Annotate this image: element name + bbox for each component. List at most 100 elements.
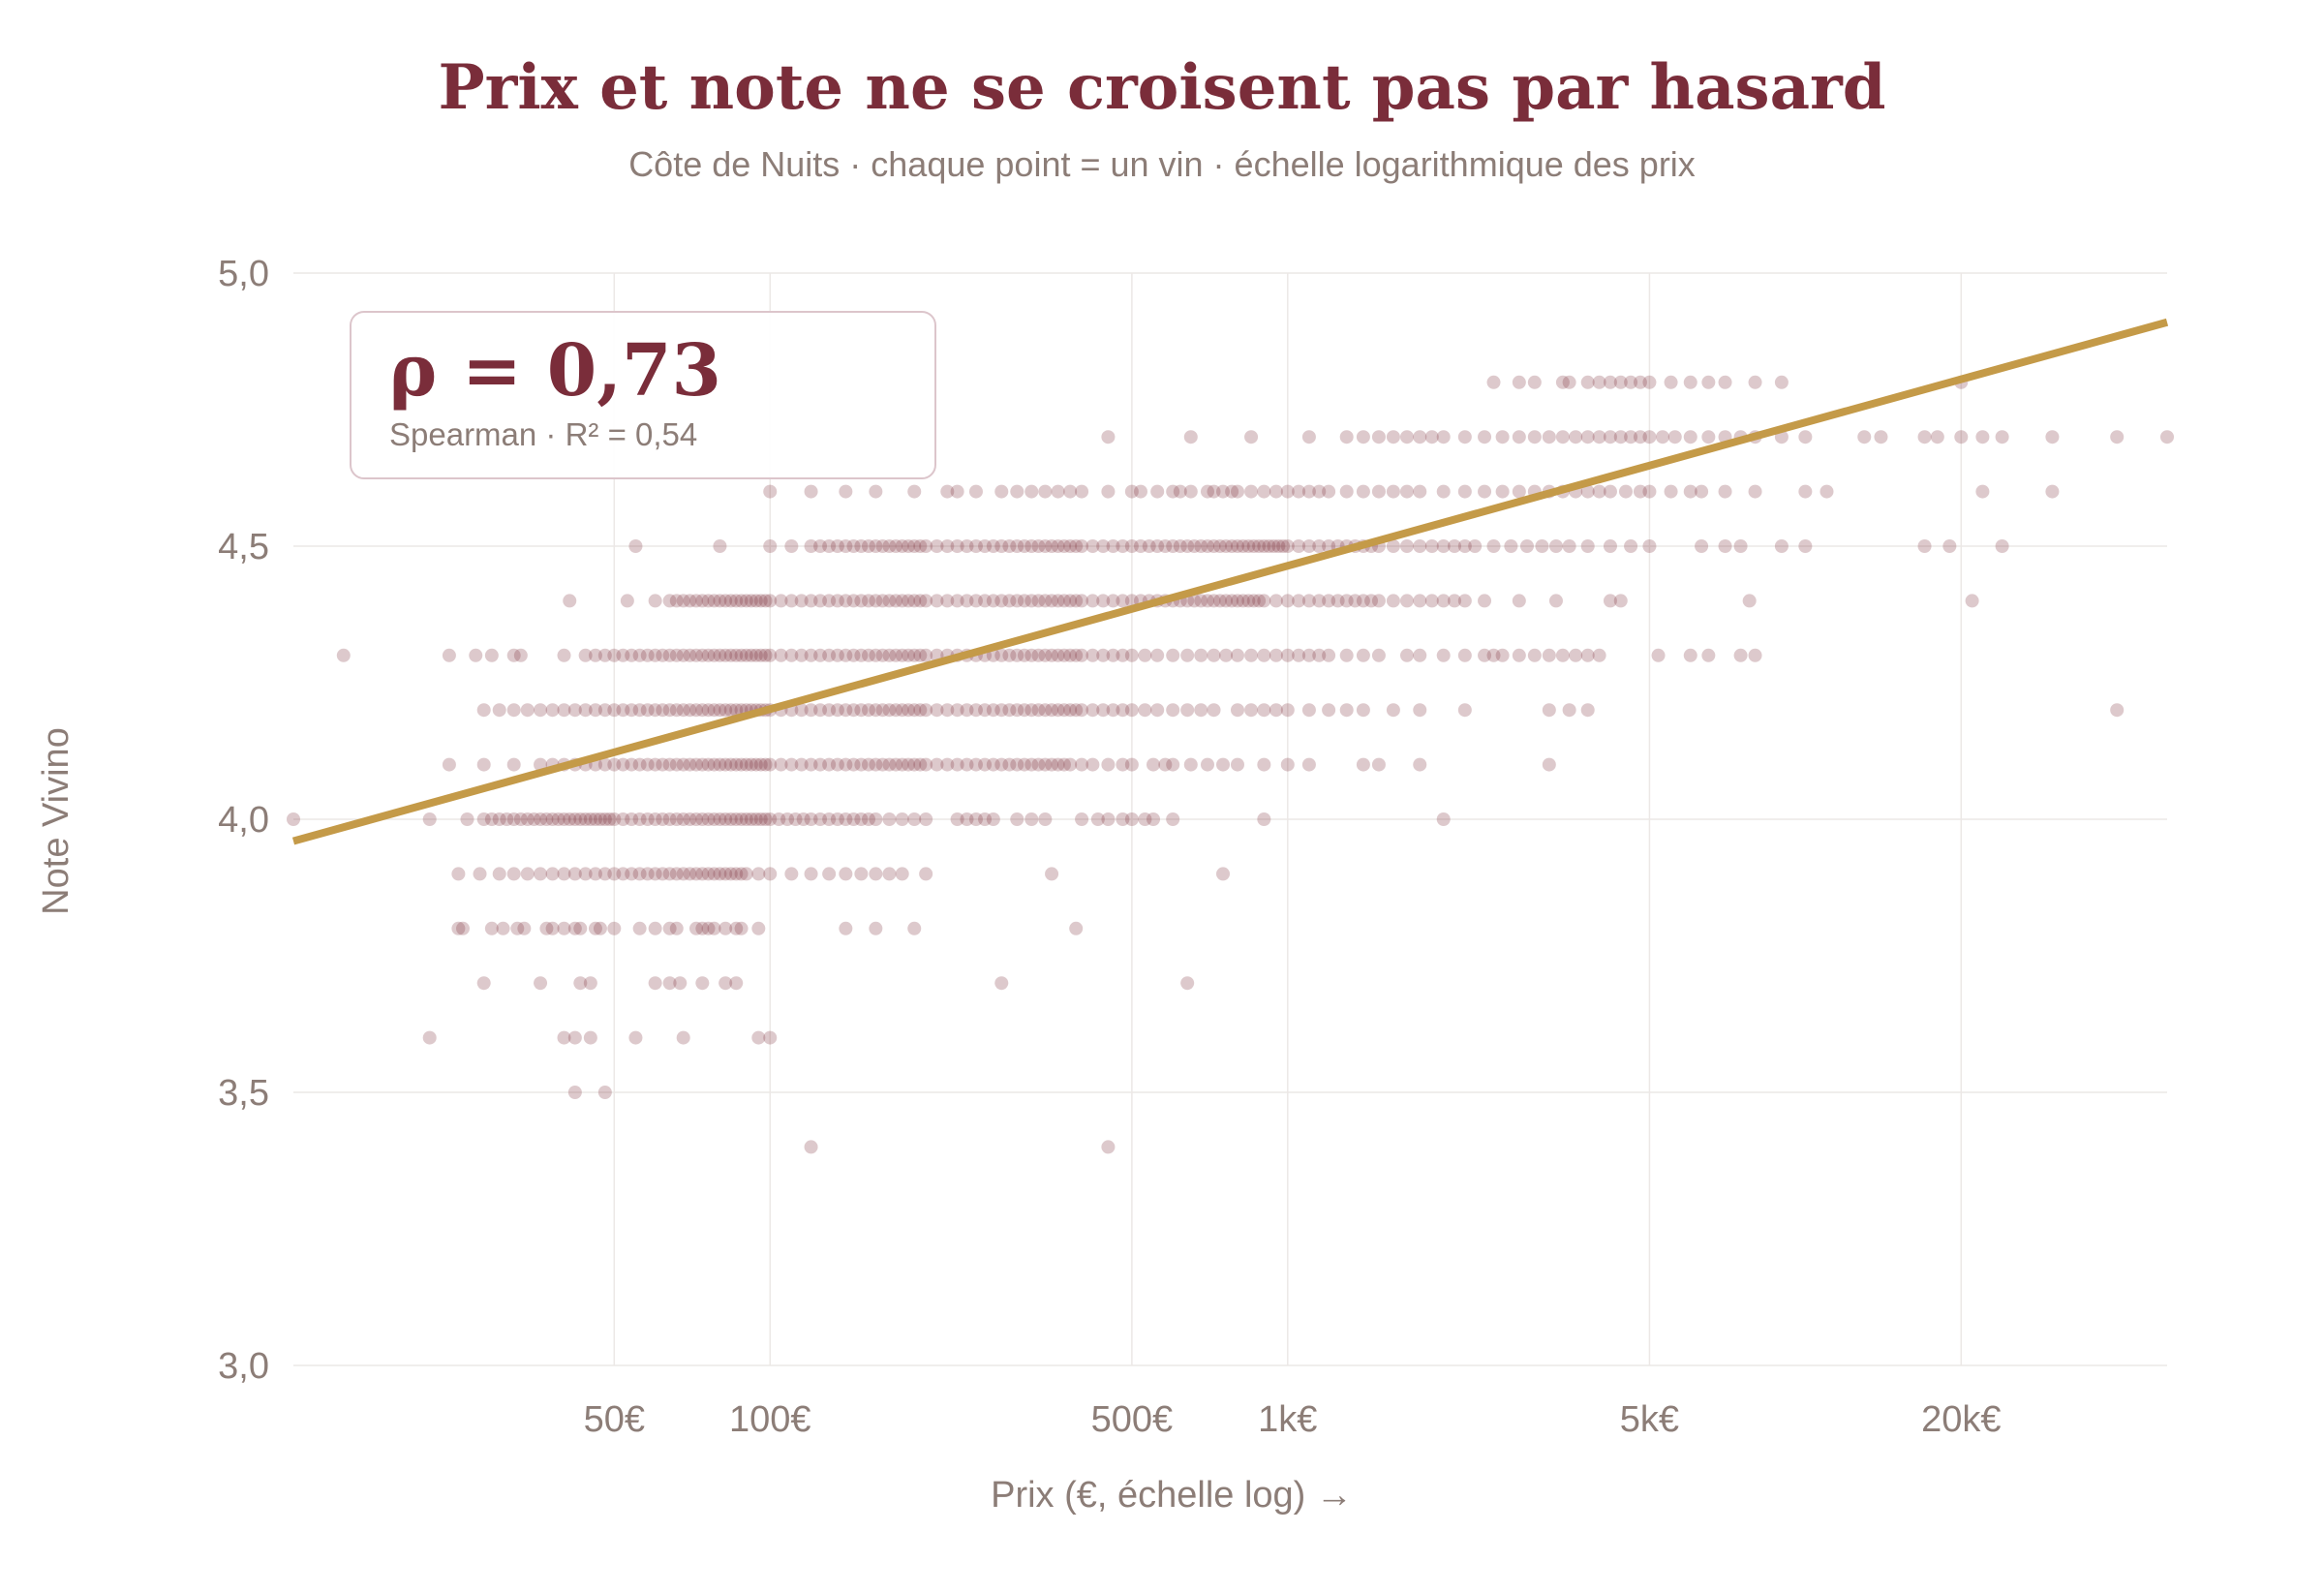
data-point: [656, 812, 670, 826]
data-point: [1038, 594, 1053, 608]
data-point: [1322, 648, 1336, 662]
data-point: [1371, 648, 1386, 662]
data-point: [1244, 484, 1259, 499]
data-point: [588, 812, 602, 826]
data-point: [968, 757, 983, 772]
data-point: [913, 648, 928, 662]
data-point: [1257, 539, 1271, 553]
data-point: [739, 812, 753, 826]
data-point: [1269, 703, 1283, 718]
data-point: [1633, 430, 1647, 444]
data-point: [1138, 812, 1152, 826]
data-point: [895, 757, 909, 772]
x-axis-ticks: 50€ 100€ 500€ 1k€ 5k€ 20k€: [584, 1399, 2002, 1440]
data-point: [1219, 539, 1234, 553]
x-axis-title: Prix (€, échelle log) →: [991, 1475, 1353, 1516]
data-point: [794, 648, 809, 662]
data-point: [960, 594, 974, 608]
data-point: [1613, 430, 1628, 444]
data-point: [950, 594, 964, 608]
data-point: [1424, 594, 1439, 608]
data-point: [723, 703, 738, 718]
data-point: [557, 703, 571, 718]
data-point: [597, 812, 612, 826]
data-point: [597, 1086, 612, 1099]
data-point: [1124, 812, 1139, 826]
data-point: [573, 976, 588, 991]
x-tick-label: 100€: [729, 1399, 811, 1440]
data-point: [648, 867, 662, 881]
data-point: [567, 867, 582, 881]
data-point: [994, 484, 1009, 499]
data-point: [1024, 648, 1039, 662]
data-point: [1212, 594, 1227, 608]
data-point: [1356, 648, 1370, 662]
data-point: [1038, 484, 1053, 499]
data-point: [1683, 484, 1697, 499]
data-point: [1399, 594, 1414, 608]
data-point: [846, 812, 861, 826]
data-point: [695, 867, 710, 881]
data-point: [1002, 648, 1017, 662]
data-point: [1386, 703, 1400, 718]
data-point: [804, 484, 818, 499]
data-point: [1230, 484, 1244, 499]
data-point: [1436, 484, 1451, 499]
data-point: [1512, 375, 1526, 389]
data-point: [1292, 594, 1306, 608]
data-point: [950, 484, 964, 499]
data-point: [1017, 757, 1031, 772]
data-point: [662, 867, 677, 881]
data-point: [648, 757, 662, 772]
data-point: [1010, 812, 1024, 826]
data-point: [839, 539, 853, 553]
data-point: [1257, 648, 1271, 662]
data-point: [648, 594, 662, 608]
data-point: [1031, 539, 1046, 553]
trend-line: [291, 318, 2169, 845]
data-point: [588, 703, 602, 718]
data-point: [588, 648, 602, 662]
data-point: [950, 539, 964, 553]
data-point: [994, 703, 1009, 718]
data-point: [1399, 539, 1414, 553]
data-point: [1166, 484, 1180, 499]
data-point: [729, 867, 744, 881]
data-point: [1457, 484, 1472, 499]
data-point: [1683, 430, 1697, 444]
x-tick-label: 1k€: [1258, 1399, 1317, 1440]
data-point: [1056, 757, 1071, 772]
data-point: [460, 812, 474, 826]
data-point: [875, 757, 890, 772]
data-point: [1002, 703, 1017, 718]
data-point: [940, 703, 955, 718]
data-point: [1045, 867, 1059, 881]
data-point: [492, 703, 506, 718]
data-point: [1280, 703, 1295, 718]
data-point: [1512, 594, 1526, 608]
data-point: [1701, 430, 1716, 444]
data-point: [1194, 648, 1208, 662]
data-point: [1038, 539, 1053, 553]
data-point: [1244, 648, 1259, 662]
data-point: [632, 648, 647, 662]
data-point: [804, 539, 818, 553]
data-point: [889, 539, 903, 553]
data-point: [839, 703, 853, 718]
data-point: [656, 648, 670, 662]
data-point: [784, 867, 799, 881]
data-point: [1194, 539, 1208, 553]
data-point: [813, 594, 828, 608]
data-point: [968, 594, 983, 608]
data-point: [749, 594, 763, 608]
chart-subtitle: Côte de Nuits · chaque point = un vin · …: [628, 144, 1696, 184]
data-point: [1542, 703, 1556, 718]
data-point: [854, 648, 869, 662]
data-point: [869, 867, 883, 881]
data-point: [506, 757, 521, 772]
data-point: [607, 812, 622, 826]
data-point: [734, 648, 749, 662]
correlation-annotation: ρ = 0,73 Spearman · R² = 0,54: [350, 311, 936, 479]
data-point: [640, 757, 655, 772]
data-point: [597, 648, 612, 662]
